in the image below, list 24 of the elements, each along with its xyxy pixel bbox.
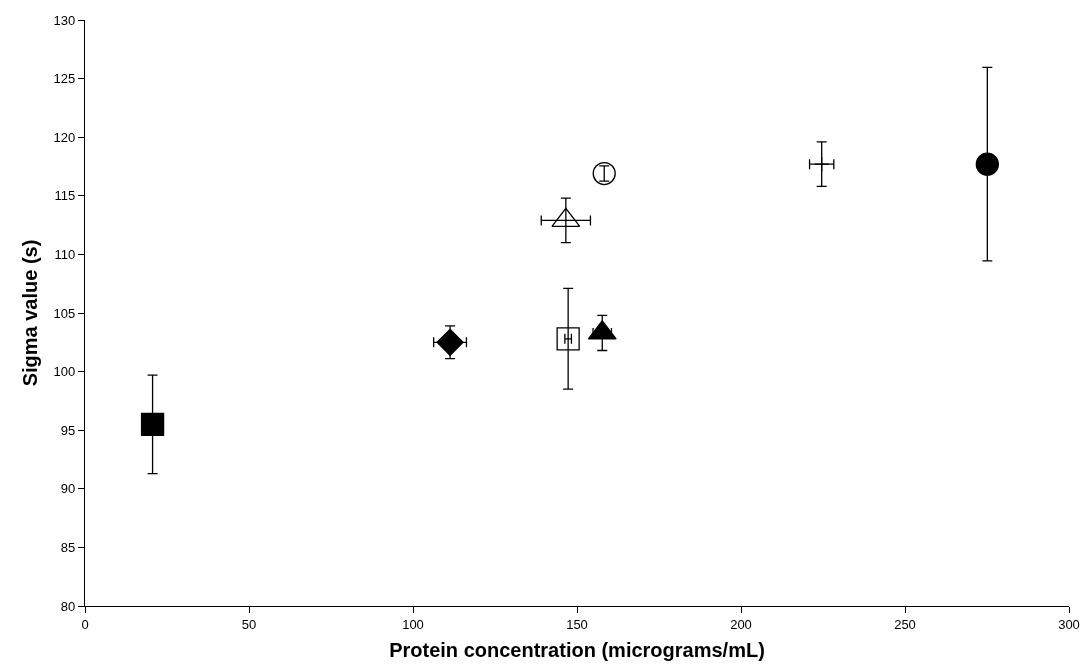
y-tick-label: 90: [60, 481, 76, 497]
y-tick-label: 80: [60, 598, 76, 614]
x-axis-title: Protein concentration (micrograms/mL): [389, 639, 765, 662]
y-tick-label: 125: [53, 71, 76, 87]
y-tick-label: 110: [54, 246, 76, 262]
point: [140, 412, 165, 436]
x-tick-label: 250: [894, 616, 916, 632]
y-axis-title: Sigma value (s): [19, 239, 42, 387]
y-tick-label: 95: [60, 422, 76, 438]
y-tick-label: 115: [54, 188, 76, 204]
y-tick-label: 100: [53, 364, 76, 380]
point: [556, 327, 580, 351]
y-tick-label: 85: [60, 539, 76, 555]
point: [592, 161, 616, 186]
y-tick-label: 130: [53, 12, 76, 28]
x-tick-label: 200: [730, 616, 752, 632]
x-tick-label: 150: [566, 616, 588, 632]
x-tick-label: 0: [81, 616, 89, 632]
x-tick-label: 50: [241, 616, 257, 632]
x-tick-label: 300: [1058, 616, 1080, 632]
y-tick-label: 105: [53, 305, 76, 321]
point: [975, 152, 999, 176]
y-tick-label: 120: [53, 129, 76, 145]
x-tick-label: 100: [402, 616, 424, 632]
